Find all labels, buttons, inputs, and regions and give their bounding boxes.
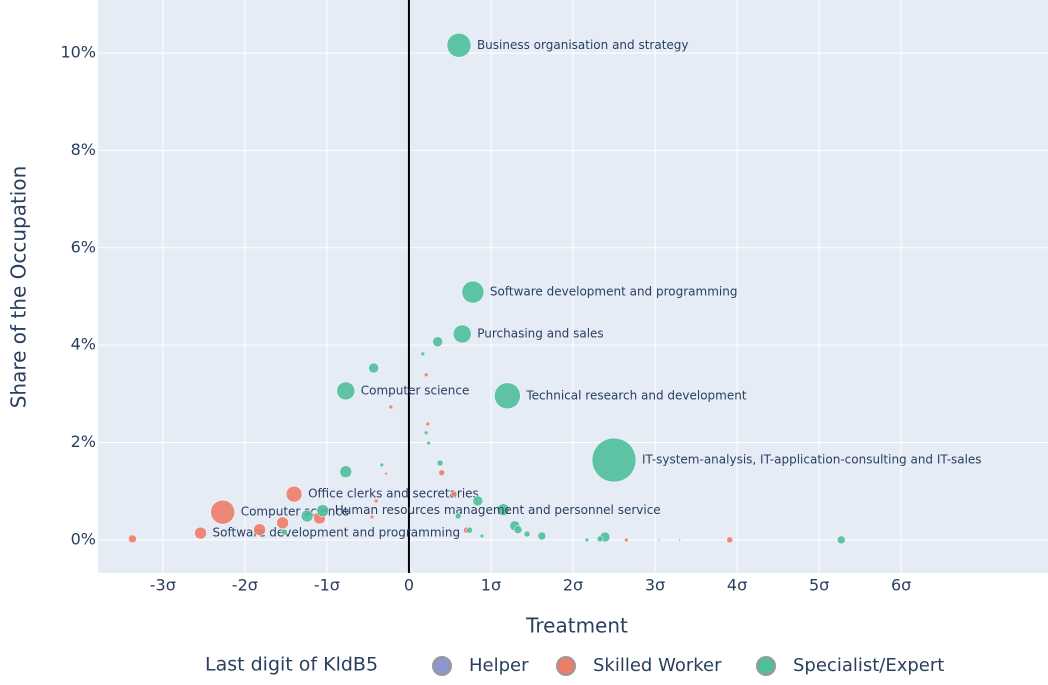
bubble — [584, 537, 590, 543]
bubble — [253, 523, 266, 536]
y-tick-label: 10% — [60, 43, 96, 62]
x-tick-label: 0 — [404, 576, 414, 595]
x-tick-label: 5σ — [809, 576, 829, 595]
annotation: Purchasing and sales — [477, 326, 603, 340]
bubble — [726, 536, 733, 544]
bubble — [494, 382, 521, 410]
y-tick-label: 2% — [71, 432, 96, 451]
x-tick-label: 2σ — [563, 576, 583, 595]
annotation: Software development and programming — [490, 285, 738, 299]
bubble — [384, 471, 388, 476]
bubble — [388, 404, 394, 410]
y-tick-label: 4% — [71, 335, 96, 354]
bubble — [432, 336, 443, 348]
bubble — [537, 531, 547, 541]
annotation: Human resources management and personnel… — [335, 503, 661, 517]
bubble — [336, 381, 356, 401]
annotation: Computer science — [361, 383, 470, 397]
bubble — [300, 509, 314, 523]
legend-label: Helper — [469, 655, 529, 676]
bubble — [461, 280, 485, 304]
x-tick-label: 6σ — [891, 576, 911, 595]
bubble — [369, 514, 375, 520]
bubble — [472, 495, 484, 507]
x-axis-title: Treatment — [525, 614, 628, 638]
marks: Computer science Office clerks and secret… — [128, 33, 982, 545]
bubble — [194, 526, 207, 540]
annotation: Computer science — [241, 505, 350, 519]
bubble — [837, 535, 846, 545]
bubble — [436, 459, 444, 467]
legend-marker — [556, 656, 576, 676]
bubble — [128, 534, 137, 544]
bubble — [368, 362, 379, 374]
legend-marker — [756, 656, 776, 676]
bubble — [523, 530, 531, 538]
bubble — [446, 33, 472, 58]
legend-label: Specialist/Expert — [793, 655, 944, 676]
legend-title: Last digit of KldB5 — [205, 654, 378, 676]
y-tick-label: 6% — [71, 237, 96, 256]
bubble — [479, 533, 485, 539]
x-tick-label: -1σ — [314, 576, 340, 595]
bubble — [425, 421, 431, 427]
bubble — [438, 469, 445, 476]
x-tick-label: 4σ — [727, 576, 747, 595]
legend-marker — [432, 656, 452, 676]
bubble — [497, 503, 510, 516]
bubble — [454, 512, 462, 520]
bubble — [339, 465, 353, 478]
annotation: Office clerks and secretaries — [308, 487, 479, 501]
bubble — [285, 485, 303, 503]
bubble — [423, 372, 429, 378]
y-tick-label: 0% — [71, 529, 96, 548]
bubble — [316, 504, 330, 517]
x-tick-label: 1σ — [481, 576, 501, 595]
legend-label: Skilled Worker — [593, 655, 722, 676]
annotation: Technical research and development — [525, 388, 746, 402]
bubble — [280, 528, 288, 536]
bubble — [466, 526, 473, 534]
bubble — [420, 351, 426, 357]
bubble — [657, 538, 661, 542]
bubble — [379, 462, 385, 468]
bubble — [276, 516, 289, 530]
bubble — [450, 490, 458, 498]
annotation: Business organisation and strategy — [477, 38, 689, 52]
x-tick-label: 3σ — [645, 576, 665, 595]
bubble — [513, 525, 523, 534]
bubble — [426, 440, 431, 446]
grid — [98, 0, 1048, 573]
bubble — [624, 537, 629, 543]
annotation: Software development and programming — [213, 526, 461, 540]
y-axis-title: Share of the Occupation — [7, 166, 31, 409]
bubble — [596, 535, 604, 543]
x-tick-label: -3σ — [150, 576, 176, 595]
bubble — [423, 430, 429, 436]
bubble — [373, 498, 379, 504]
bubble — [210, 499, 235, 525]
bubble — [452, 324, 472, 344]
bubble — [678, 538, 681, 542]
x-tick-label: -2σ — [232, 576, 258, 595]
y-tick-label: 8% — [71, 140, 96, 159]
annotation: IT-system-analysis, IT-application-consu… — [642, 453, 982, 467]
legend: Helper Skilled Worker Specialist/Expert — [432, 655, 944, 676]
bubble — [591, 437, 637, 483]
